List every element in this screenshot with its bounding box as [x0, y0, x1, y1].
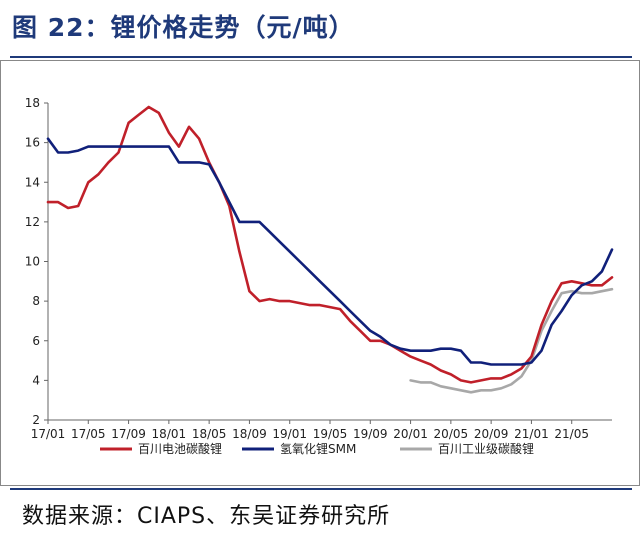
title-rule	[10, 56, 632, 58]
legend-label-2: 百川工业级碳酸锂	[438, 441, 534, 456]
price-chart: 2 4 6 8 10 12 14 16 18 17/01 17/05 17/09 18/01 18/05 1…	[0, 60, 640, 486]
x-tick-label: 19/05	[313, 427, 348, 441]
series-line-0	[46, 105, 614, 384]
plot-frame	[0, 60, 640, 486]
x-tick-label: 20/05	[434, 427, 469, 441]
y-tick-label: 10	[25, 255, 40, 269]
series-line-1	[46, 137, 614, 366]
y-tick-label: 8	[32, 294, 40, 308]
x-tick-label: 18/09	[232, 427, 267, 441]
y-tick-label: 16	[25, 136, 40, 150]
legend-label-0: 百川电池碳酸锂	[138, 441, 222, 456]
y-tick-label: 2	[32, 413, 40, 427]
x-tick-label: 19/01	[272, 427, 307, 441]
y-tick-label: 4	[32, 373, 40, 387]
axes: 2 4 6 8 10 12 14 16 18 17/01 17/05 17/09 18/01 18/05 1…	[25, 96, 612, 441]
x-tick-label: 17/01	[31, 427, 66, 441]
source-note: 数据来源：CIAPS、东吴证券研究所	[22, 504, 391, 529]
y-tick-label: 6	[32, 334, 40, 348]
x-tick-label: 18/05	[192, 427, 227, 441]
figure-title: 图 22：锂价格走势（元/吨）	[12, 13, 355, 42]
x-tick-label: 20/09	[474, 427, 509, 441]
legend: 百川电池碳酸锂 氢氧化锂SMM 百川工业级碳酸锂	[100, 441, 534, 456]
x-tick-label: 21/01	[514, 427, 549, 441]
x-tick-label: 17/05	[71, 427, 106, 441]
x-tick-label: 17/09	[111, 427, 146, 441]
series-layer	[46, 105, 614, 394]
x-tick-label: 19/09	[353, 427, 388, 441]
x-tick-label: 18/01	[152, 427, 187, 441]
y-tick-label: 18	[25, 96, 40, 110]
source-rule	[10, 488, 632, 490]
legend-label-1: 氢氧化锂SMM	[280, 441, 356, 456]
y-tick-label: 14	[25, 175, 40, 189]
x-tick-label: 21/05	[554, 427, 589, 441]
x-tick-label: 20/01	[393, 427, 428, 441]
y-tick-label: 12	[25, 215, 40, 229]
series-line-2	[409, 287, 614, 394]
